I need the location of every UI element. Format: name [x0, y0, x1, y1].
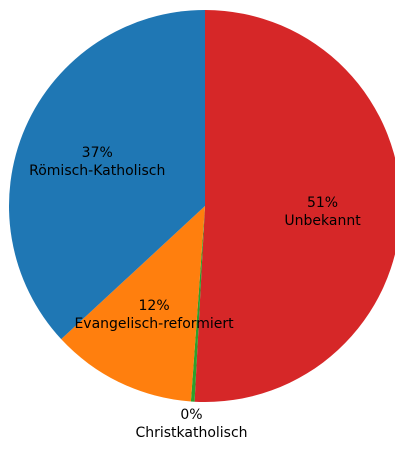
- pie-pct-label-roemisch-katholisch: 37%: [82, 145, 113, 161]
- pie-pct-label-christkatholisch: 0%: [180, 407, 202, 423]
- pie-pct-label-evangelisch-reformiert: 12%: [139, 298, 170, 314]
- pie-slices: [9, 10, 395, 402]
- pie-slice-evangelisch-reformiert: [61, 206, 205, 402]
- pie-category-label-roemisch-katholisch: Römisch-Katholisch: [29, 163, 165, 179]
- pie-slice-christkatholisch: [190, 206, 205, 402]
- pie-pct-label-unbekannt: 51%: [307, 195, 338, 211]
- pie-category-label-unbekannt: Unbekannt: [284, 213, 361, 229]
- pie-slice-unbekannt: [194, 10, 395, 402]
- pie-category-label-christkatholisch: Christkatholisch: [135, 425, 247, 441]
- pie-category-label-evangelisch-reformiert: Evangelisch-reformiert: [74, 316, 234, 332]
- pie-slice-roemisch-katholisch: [9, 10, 206, 340]
- pie-labels: 51% Unbekannt 0% Christkatholisch 12% Evangel…: [29, 145, 361, 441]
